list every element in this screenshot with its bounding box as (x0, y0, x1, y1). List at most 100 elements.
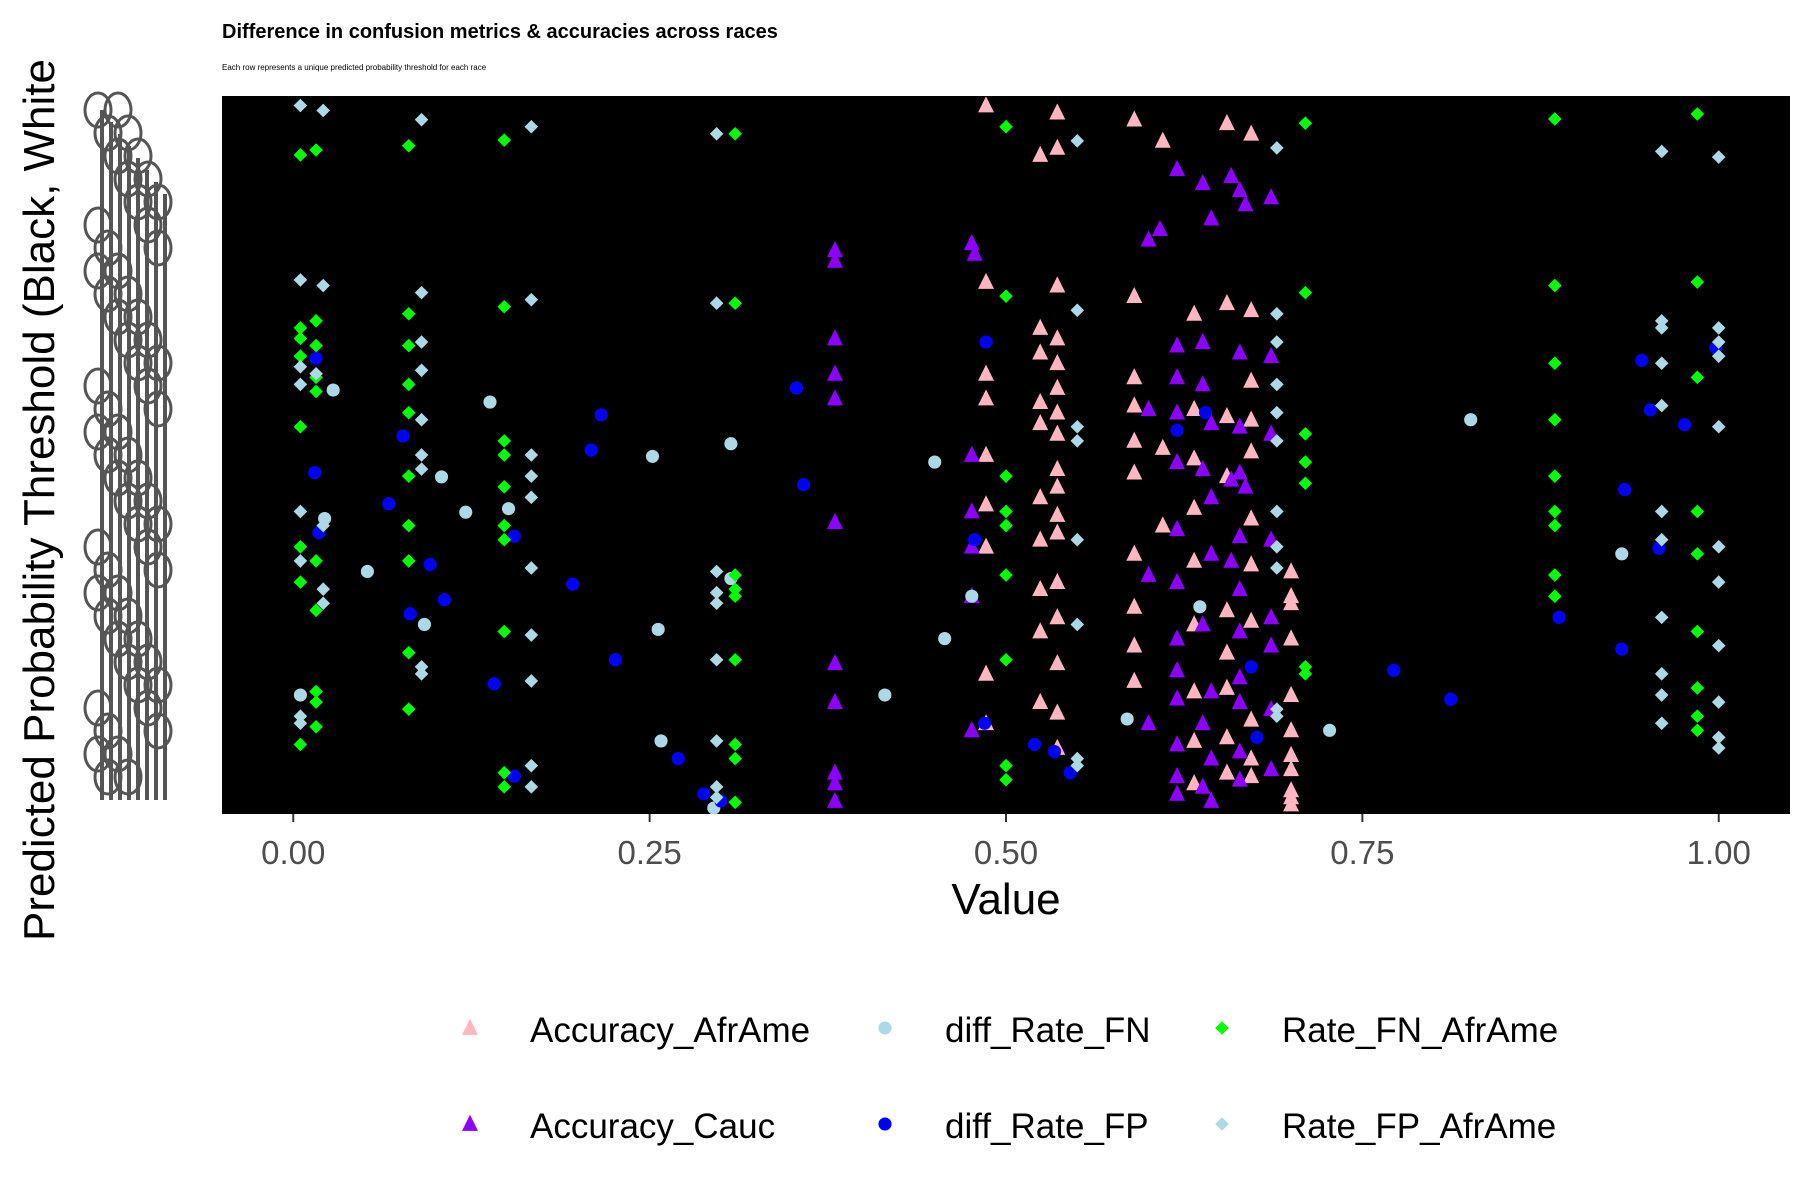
point-acc_cauc (1140, 565, 1157, 582)
point-acc_cauc (1231, 692, 1248, 709)
point-fp_afr (316, 596, 331, 611)
point-fn_afr (309, 554, 323, 568)
point-diff_fp (487, 677, 501, 691)
point-acc_cauc (1237, 477, 1254, 494)
point-fp_afr (709, 780, 724, 794)
point-fn_afr (309, 384, 323, 399)
legend-key-fp_afr (1215, 1117, 1229, 1131)
point-acc_afr (1218, 643, 1235, 660)
point-fp_afr (316, 582, 331, 596)
chart-title: Difference in confusion metrics & accura… (222, 21, 778, 43)
point-diff_fp (968, 533, 982, 547)
point-acc_cauc (826, 692, 843, 709)
point-fn_afr (1298, 285, 1313, 300)
point-fp_afr (1270, 141, 1284, 155)
point-acc_afr (1186, 774, 1203, 791)
point-diff_fn (645, 449, 660, 463)
point-acc_afr (1154, 131, 1171, 148)
point-fp_afr (1654, 314, 1669, 328)
legend-item-diff_fp: diff_Rate_FP (878, 1107, 1149, 1146)
point-acc_cauc (1231, 463, 1248, 480)
point-fp_afr (1711, 539, 1726, 554)
point-fp_afr (1070, 617, 1085, 632)
plot-panel (222, 96, 1790, 814)
point-fn_afr (999, 568, 1013, 582)
point-acc_afr (1032, 414, 1049, 431)
point-fp_afr (1654, 398, 1669, 413)
point-fp_afr (1711, 349, 1726, 363)
point-fp_afr (1070, 751, 1085, 766)
point-acc_afr (978, 445, 995, 462)
point-fn_afr (1690, 504, 1705, 519)
point-acc_afr (1218, 406, 1235, 424)
point-acc_afr (1218, 294, 1235, 311)
point-acc_cauc (1169, 735, 1186, 752)
point-acc_afr (1186, 682, 1203, 699)
point-acc_afr (1243, 124, 1260, 141)
point-fn_afr (999, 119, 1013, 134)
point-fp_afr (316, 278, 331, 293)
point-fp_afr (1270, 504, 1284, 519)
point-acc_afr (1049, 523, 1066, 540)
point-fn_afr (999, 772, 1013, 787)
point-acc_afr (1154, 516, 1171, 533)
point-fp_afr (709, 652, 724, 667)
point-acc_afr (1218, 728, 1235, 745)
point-acc_afr (1218, 601, 1235, 618)
point-acc_cauc (826, 774, 843, 791)
point-acc_cauc (1263, 188, 1280, 205)
legend-key-fn_afr (1215, 1021, 1229, 1035)
point-fp_afr (1070, 434, 1085, 448)
point-acc_afr (1126, 368, 1143, 385)
point-fn_afr (1298, 455, 1313, 469)
point-acc_cauc (1223, 166, 1240, 184)
point-diff_fp (1615, 642, 1629, 656)
point-acc_afr (1243, 410, 1260, 427)
point-fp_afr (1711, 335, 1726, 349)
point-acc_cauc (963, 445, 980, 462)
point-acc_afr (1243, 555, 1260, 572)
series-diff_fp (308, 335, 1723, 808)
point-diff_fn (928, 455, 942, 469)
point-acc_afr (1049, 378, 1066, 395)
point-fn_afr (293, 349, 308, 363)
point-acc_cauc (826, 654, 843, 671)
point-diff_fp (507, 769, 521, 783)
point-fp_afr (1070, 303, 1085, 318)
y-tick-label-glyph (127, 146, 131, 800)
legend-key-diff_fn (878, 1021, 892, 1035)
point-fp_afr (524, 292, 539, 307)
point-acc_cauc (1231, 668, 1248, 685)
point-diff_fp (1047, 744, 1062, 759)
point-acc_cauc (1203, 682, 1220, 699)
point-acc_afr (1283, 795, 1300, 812)
point-fp_afr (293, 554, 308, 568)
point-fn_afr (497, 479, 512, 494)
point-acc_cauc (1140, 230, 1157, 247)
point-diff_fp (697, 787, 711, 801)
legend-key-diff_fp (878, 1117, 892, 1131)
point-acc_cauc (1169, 767, 1186, 784)
point-fn_afr (497, 624, 512, 639)
point-fn_afr (497, 532, 512, 547)
point-diff_fn (360, 564, 374, 579)
point-diff_fp (437, 593, 451, 607)
point-diff_fp (797, 478, 811, 492)
point-fp_afr (1270, 561, 1284, 575)
point-fn_afr (1690, 709, 1705, 724)
point-fn_afr (1548, 469, 1562, 483)
point-acc_afr (1218, 678, 1235, 695)
point-fp_afr (1270, 434, 1284, 448)
legend-label: diff_Rate_FN (945, 1011, 1151, 1050)
point-diff_fp (566, 577, 580, 591)
point-fn_afr (1548, 412, 1562, 427)
point-fn_afr (309, 314, 323, 328)
point-fn_afr (1690, 681, 1705, 695)
point-fn_afr (999, 469, 1013, 483)
point-fp_afr (1070, 758, 1085, 773)
point-diff_fn (1464, 413, 1478, 427)
point-fp_afr (709, 564, 724, 579)
point-fn_afr (1690, 547, 1705, 561)
point-fp_afr (1270, 335, 1284, 349)
point-acc_afr (1283, 759, 1300, 777)
